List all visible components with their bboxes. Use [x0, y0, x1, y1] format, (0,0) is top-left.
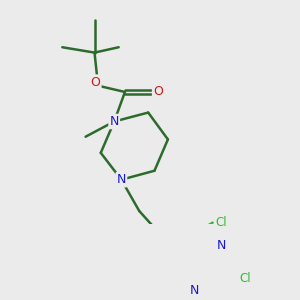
Text: O: O — [91, 76, 100, 88]
Text: Cl: Cl — [216, 216, 227, 229]
Text: O: O — [153, 85, 163, 98]
Text: N: N — [217, 238, 226, 251]
Text: N: N — [117, 173, 126, 186]
Text: N: N — [110, 115, 119, 128]
Text: N: N — [190, 284, 200, 297]
Text: Cl: Cl — [239, 272, 251, 285]
